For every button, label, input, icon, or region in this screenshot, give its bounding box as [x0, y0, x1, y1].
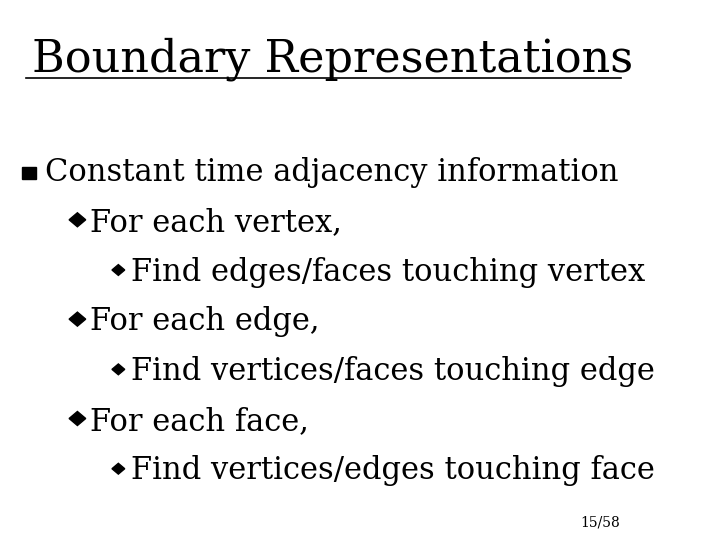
Text: For each edge,: For each edge, — [89, 306, 319, 338]
Text: Find vertices/faces touching edge: Find vertices/faces touching edge — [131, 356, 655, 387]
Text: For each vertex,: For each vertex, — [89, 207, 341, 238]
Polygon shape — [69, 312, 86, 326]
Text: Constant time adjacency information: Constant time adjacency information — [45, 157, 618, 188]
Polygon shape — [112, 364, 125, 375]
Text: Boundary Representations: Boundary Representations — [32, 38, 633, 82]
Polygon shape — [112, 265, 125, 275]
Polygon shape — [69, 213, 86, 227]
Text: Find vertices/edges touching face: Find vertices/edges touching face — [131, 455, 655, 487]
Text: Find edges/faces touching vertex: Find edges/faces touching vertex — [131, 256, 645, 288]
Text: 15/58: 15/58 — [581, 515, 621, 529]
Text: For each face,: For each face, — [89, 406, 308, 437]
Polygon shape — [69, 411, 86, 426]
Polygon shape — [112, 463, 125, 474]
Polygon shape — [22, 167, 37, 179]
